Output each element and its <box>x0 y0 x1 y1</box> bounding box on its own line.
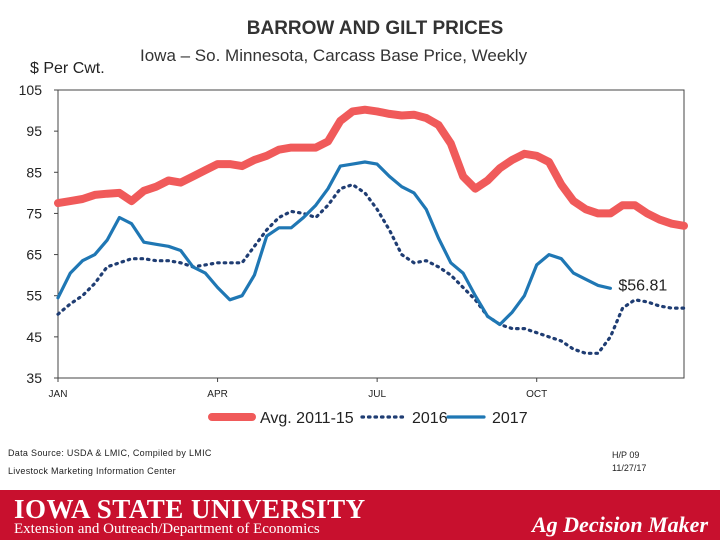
y-tick-label: 105 <box>19 82 43 98</box>
x-tick-label: JAN <box>49 389 68 400</box>
legend-label: 2017 <box>492 410 528 427</box>
series-line-2017 <box>56 160 613 327</box>
brand-text: Ag Decision Maker <box>532 512 708 537</box>
footer-bar <box>0 490 720 540</box>
y-tick-label: 75 <box>26 205 42 221</box>
legend-label: Avg. 2011-15 <box>260 410 354 427</box>
series-line-2016 <box>56 183 686 355</box>
y-tick-label: 85 <box>26 164 42 180</box>
y-tick-label: 45 <box>26 329 42 345</box>
data-source-note: Data Source: USDA & LMIC, Compiled by LM… <box>8 448 212 458</box>
y-axis-label: $ Per Cwt. <box>30 60 105 77</box>
y-tick-label: 65 <box>26 247 42 263</box>
y-tick-label: 55 <box>26 288 42 304</box>
chart-title: BARROW AND GILT PRICES <box>246 18 504 39</box>
series-line-avg-2011-15 <box>54 105 688 230</box>
y-tick-label: 35 <box>26 370 42 386</box>
y-tick-label: 95 <box>26 123 42 139</box>
department-text: Extension and Outreach/Department of Eco… <box>14 521 320 537</box>
chart-code: H/P 09 <box>612 450 640 460</box>
university-logo-text: IOWA STATE UNIVERSITY <box>14 494 366 524</box>
chart: 105 95 85 75 65 55 45 35 JAN APR JUL OCT $56.81 Avg. … <box>19 82 688 427</box>
chart-subtitle: Iowa – So. Minnesota, Carcass Base Price… <box>140 46 528 65</box>
x-tick-label: JUL <box>368 389 386 400</box>
legend-label: 2016 <box>412 410 448 427</box>
organization-note: Livestock Marketing Information Center <box>8 466 176 476</box>
x-tick-label: OCT <box>526 389 547 400</box>
last-value-annotation: $56.81 <box>618 277 667 294</box>
chart-date: 11/27/17 <box>612 463 647 473</box>
plot-frame <box>57 89 685 379</box>
x-tick-label: APR <box>207 389 228 400</box>
